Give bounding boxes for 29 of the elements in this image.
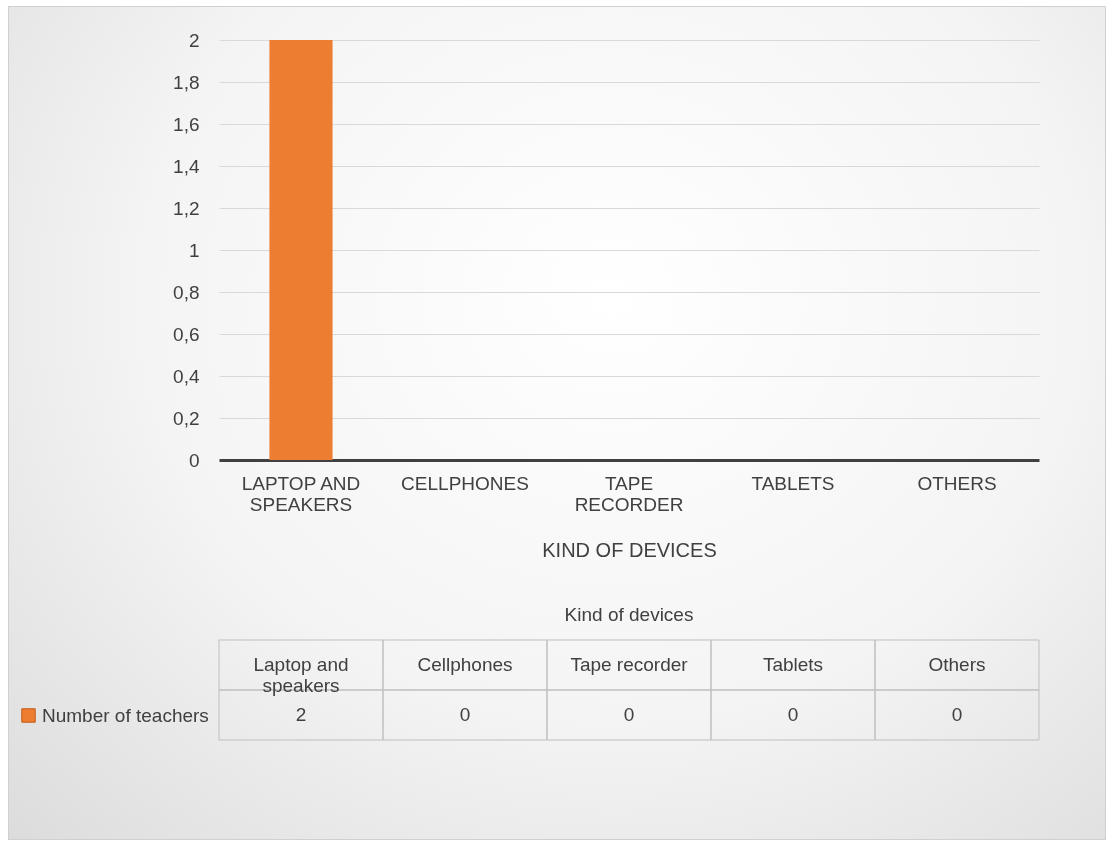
- y-tick-label: 0,2: [173, 407, 200, 429]
- y-tick-label: 1,2: [173, 197, 200, 219]
- x-tick-label: CELLPHONES: [401, 472, 529, 494]
- y-tick-label: 0,6: [173, 323, 200, 345]
- x-axis-title: KIND OF DEVICES: [542, 538, 717, 561]
- text: Laptop and speakers: [253, 654, 349, 696]
- y-tick-label: 2: [188, 29, 200, 51]
- x-tick-label: OTHERS: [917, 472, 997, 494]
- y-tick-label: 0: [188, 449, 200, 471]
- data-label: 0: [951, 704, 963, 725]
- data-label: 0: [623, 704, 635, 725]
- text: Tape recorder: [570, 654, 689, 675]
- text: Cellphones: [417, 654, 513, 675]
- y-tick-label: 0,4: [173, 365, 200, 387]
- data-label: 2: [295, 704, 307, 725]
- data-label: 0: [787, 704, 799, 725]
- text: Others: [928, 654, 986, 675]
- text: Tablets: [762, 654, 824, 675]
- y-tick-label: 0,8: [173, 281, 200, 303]
- legend-label: Number of teachers: [42, 704, 209, 726]
- y-tick-label: 1,4: [173, 155, 200, 177]
- x-tick-label: TABLETS: [751, 472, 835, 494]
- y-tick-label: 1,6: [173, 113, 200, 135]
- x-tick-label: LAPTOP AND SPEAKERS: [241, 472, 361, 515]
- y-tick-label: 1,8: [173, 71, 200, 93]
- text: Kind of devices: [564, 604, 694, 625]
- x-tick-label: TAPE RECORDER: [574, 472, 684, 515]
- y-tick-label: 1: [188, 239, 200, 261]
- data-label: 0: [459, 704, 471, 725]
